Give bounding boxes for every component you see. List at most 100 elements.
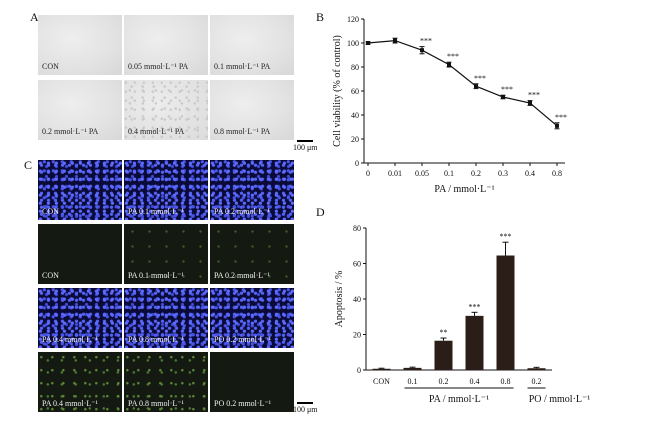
panel-b-y-tick-label: 0 [355,159,359,168]
panel-b-significance: *** [447,52,459,61]
micrograph-c-12-label: PO 0.2 mmol·L⁻¹ [214,399,272,408]
micrograph-c-1: CON [38,160,122,220]
micrograph-a-3: 0.1 mmol·L⁻¹ PA [210,15,294,75]
panel-d-y-tick-label: 40 [353,295,361,304]
micrograph-c-10-label: PA 0.4 mmol·L⁻¹ [42,399,98,408]
micrograph-c-8: PA 0.8 mmol·L⁻¹ [124,288,208,348]
micrograph-a-2-label: 0.05 mmol·L⁻¹ PA [128,62,189,71]
micrograph-a-6-label: 0.8 mmol·L⁻¹ PA [214,127,271,136]
micrograph-c-9-label: PO 0.2 mmol·L⁻¹ [214,335,272,344]
micrograph-a-4: 0.2 mmol·L⁻¹ PA [38,80,122,140]
panel-d-significance: *** [469,302,481,311]
panel-b-y-tick-label: 120 [347,15,359,24]
panel-b-point [366,41,370,45]
panel-d-x-tick-label: CON [373,377,390,386]
panel-b-x-tick-label: 0.01 [388,169,402,178]
panel-d-y-tick-label: 20 [353,331,361,340]
panel-b-y-tick-label: 40 [351,111,359,120]
micrograph-c-2-label: PA 0.1 mmol·L⁻¹ [128,207,184,216]
panel-b-y-tick-label: 60 [351,87,359,96]
micrograph-c-5: PA 0.1 mmol·L⁻¹ [124,224,208,284]
panel-b-significance: *** [420,37,432,46]
micrograph-a-4-label: 0.2 mmol·L⁻¹ PA [42,127,99,136]
panel-b-x-tick-label: 0.3 [498,169,508,178]
panel-d-bar [496,255,515,370]
panel-b-significance: *** [474,74,486,83]
micrograph-a-5: 0.4 mmol·L⁻¹ PA [124,80,208,140]
panel-b-point [528,101,532,105]
panel-b-letter: B [316,10,325,24]
panel-b-y-tick-label: 80 [351,63,359,72]
micrograph-c-4: CON [38,224,122,284]
panel-b-series-line [367,39,558,127]
panel-c-scalebar [297,402,313,404]
micrograph-c-12: PO 0.2 mmol·L⁻¹ [210,352,294,412]
panel-b-significance: *** [528,91,540,100]
panel-d-letter: D [316,205,325,219]
panel-b-point [501,95,505,99]
micrograph-c-1-label: CON [42,207,59,216]
panel-d-bar [465,315,484,370]
panel-d-bar [434,340,453,370]
micrograph-a-6: 0.8 mmol·L⁻¹ PA [210,80,294,140]
panel-d-x-tick-label: 0.2 [439,377,449,386]
panel-d-y-label: Apoptosis / % [334,271,345,328]
panel-c-letter: C [24,158,33,172]
micrograph-a-5-label: 0.4 mmol·L⁻¹ PA [128,127,185,136]
panel-b-x-tick-label: 0.1 [444,169,454,178]
micrograph-c-6: PA 0.2 mmol·L⁻¹ [210,224,294,284]
micrograph-c-8-label: PA 0.8 mmol·L⁻¹ [128,335,184,344]
micrograph-c-6-label: PA 0.2 mmol·L⁻¹ [214,271,270,280]
micrograph-a-2: 0.05 mmol·L⁻¹ PA [124,15,208,75]
panel-b-y-tick-label: 100 [347,39,359,48]
panel-d-y-tick-label: 60 [353,260,361,269]
panel-d-significance: *** [500,232,512,241]
panel-d-group-label-po: PO / mmol·L⁻¹ [529,394,591,405]
panel-b-x-tick-label: 0.4 [525,169,535,178]
panel-d-significance: ** [440,328,448,337]
panel-b-significance: *** [555,113,567,122]
panel-c-scale-label: 100 μm [293,405,318,414]
panel-d-bar [403,367,422,370]
micrograph-c-7: PA 0.4 mmol·L⁻¹ [38,288,122,348]
panel-b-x-tick-label: 0.8 [552,169,562,178]
micrograph-c-10: PA 0.4 mmol·L⁻¹ [38,352,122,412]
panel-b-point [420,48,424,53]
micrograph-c-2: PA 0.1 mmol·L⁻¹ [124,160,208,220]
panel-d-y-tick-label: 80 [353,224,361,233]
panel-b-y-label: Cell viability (% of control) [332,35,343,147]
panel-a-letter: A [30,10,39,24]
panel-d-bar [527,368,546,370]
panel-b-x-label: PA / mmol·L⁻¹ [434,184,494,195]
panel-b-x-tick-label: 0.2 [471,169,481,178]
panel-b-x-tick-label: 0.05 [415,169,429,178]
micrograph-c-7-label: PA 0.4 mmol·L⁻¹ [42,335,98,344]
micrograph-a-1-label: CON [42,62,59,71]
micrograph-a-3-label: 0.1 mmol·L⁻¹ PA [214,62,271,71]
panel-b-point [447,62,451,67]
panel-b-point [555,123,559,128]
panel-d-x-tick-label: 0.8 [501,377,511,386]
panel-d-x-tick-label: 0.4 [470,377,480,386]
micrograph-c-4-label: CON [42,271,59,280]
panel-d-bar [372,368,391,370]
micrograph-c-3-label: PA 0.2 mmol·L⁻¹ [214,207,270,216]
panel-d-x-tick-label: 0.2 [532,377,542,386]
panel-b-y-tick-label: 20 [351,135,359,144]
panel-b-x-tick-label: 0 [366,169,370,178]
panel-a-scale-label: 100 μm [293,143,318,152]
panel-b-point [393,38,397,43]
panel-b-point [474,84,478,89]
panel-b-significance: *** [501,85,513,94]
micrograph-c-3: PA 0.2 mmol·L⁻¹ [210,160,294,220]
panel-d-y-tick-label: 0 [357,366,361,375]
panel-a-scalebar [297,140,313,142]
micrograph-c-5-label: PA 0.1 mmol·L⁻¹ [128,271,184,280]
micrograph-c-11: PA 0.8 mmol·L⁻¹ [124,352,208,412]
panel-d-x-tick-label: 0.1 [408,377,418,386]
panel-d-group-label-pa: PA / mmol·L⁻¹ [429,394,489,405]
micrograph-c-11-label: PA 0.8 mmol·L⁻¹ [128,399,184,408]
micrograph-c-9: PO 0.2 mmol·L⁻¹ [210,288,294,348]
micrograph-a-1: CON [38,15,122,75]
